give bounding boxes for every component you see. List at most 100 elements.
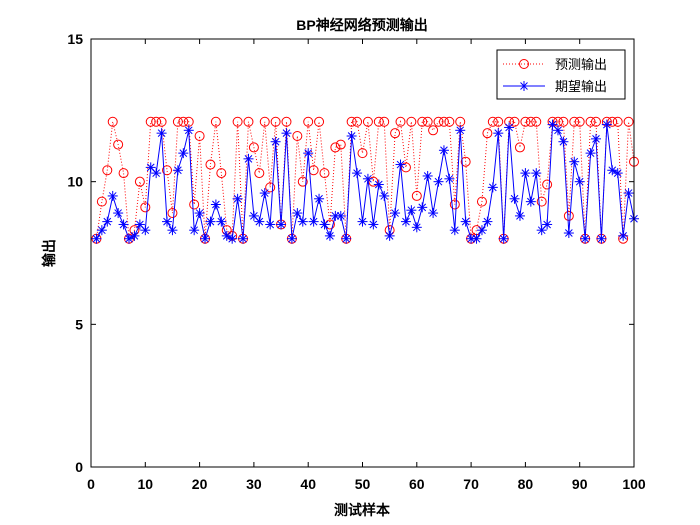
data-point-predicted: [444, 116, 455, 127]
data-point-predicted: [243, 116, 254, 127]
data-point-expected: [493, 128, 504, 139]
ticks-layer: 0 10 20 30 40 50 60 70 80 90 100 0 5 10 15: [67, 31, 645, 492]
data-point-expected: [140, 225, 151, 236]
data-point-expected: [390, 208, 401, 219]
data-point-predicted: [482, 128, 493, 139]
data-point-expected: [504, 122, 515, 133]
data-point-expected: [254, 216, 265, 227]
data-point-predicted: [417, 116, 428, 127]
data-point-predicted: [346, 116, 357, 127]
data-point-predicted: [400, 162, 411, 173]
legend-marker-expected: [519, 81, 529, 91]
data-point-expected: [341, 233, 352, 244]
data-point-expected: [482, 216, 493, 227]
data-point-expected: [194, 208, 205, 219]
data-point-expected: [292, 208, 303, 219]
data-point-expected: [444, 173, 455, 184]
data-point-expected: [238, 233, 249, 244]
data-point-predicted: [145, 116, 156, 127]
data-point-predicted: [368, 176, 379, 187]
data-point-predicted: [151, 116, 162, 127]
data-point-expected: [210, 199, 221, 210]
y-tick-label: 5: [75, 316, 83, 332]
data-point-predicted: [607, 116, 618, 127]
x-tick-label: 0: [87, 476, 95, 492]
data-point-expected: [498, 233, 509, 244]
data-point-predicted: [493, 116, 504, 127]
data-point-expected: [200, 233, 211, 244]
data-point-expected: [102, 216, 113, 227]
data-point-expected: [411, 222, 422, 233]
data-point-expected: [580, 233, 591, 244]
data-point-expected: [618, 230, 629, 241]
data-point-expected: [395, 159, 406, 170]
data-point-expected: [525, 196, 536, 207]
data-point-predicted: [357, 148, 368, 159]
data-point-expected: [151, 168, 162, 179]
data-point-expected: [422, 170, 433, 181]
data-point-expected: [352, 168, 363, 179]
data-point-expected: [281, 128, 292, 139]
data-point-predicted: [509, 116, 520, 127]
data-point-expected: [91, 233, 102, 244]
data-point-expected: [514, 210, 525, 221]
data-point-predicted: [373, 116, 384, 127]
data-point-expected: [129, 230, 140, 241]
data-point-expected: [156, 128, 167, 139]
x-tick-label: 100: [622, 476, 646, 492]
data-point-expected: [113, 208, 124, 219]
data-point-predicted: [520, 116, 531, 127]
data-point-expected: [357, 216, 368, 227]
data-point-expected: [558, 136, 569, 147]
data-point-expected: [428, 208, 439, 219]
data-point-expected: [368, 219, 379, 230]
data-point-predicted: [254, 168, 265, 179]
data-point-expected: [172, 165, 183, 176]
y-axis-label: 输出: [41, 239, 57, 267]
series-layer: [91, 116, 639, 244]
data-point-expected: [509, 193, 520, 204]
data-point-predicted: [411, 190, 422, 201]
data-point-predicted: [281, 116, 292, 127]
data-point-expected: [596, 233, 607, 244]
data-point-expected: [308, 216, 319, 227]
data-point-expected: [319, 219, 330, 230]
data-point-expected: [118, 219, 129, 230]
data-point-predicted: [585, 116, 596, 127]
data-point-predicted: [96, 196, 107, 207]
data-point-expected: [216, 216, 227, 227]
data-point-predicted: [194, 131, 205, 142]
data-point-expected: [189, 225, 200, 236]
data-point-predicted: [542, 179, 553, 190]
data-point-predicted: [172, 116, 183, 127]
data-point-predicted: [569, 116, 580, 127]
data-point-expected: [438, 145, 449, 156]
data-point-predicted: [167, 208, 178, 219]
data-point-expected: [221, 230, 232, 241]
data-point-expected: [379, 190, 390, 201]
data-point-predicted: [531, 116, 542, 127]
data-point-predicted: [335, 139, 346, 150]
data-point-expected: [276, 219, 287, 230]
legend-label-expected: 期望输出: [555, 79, 607, 94]
data-point-expected: [183, 125, 194, 136]
data-point-predicted: [330, 142, 341, 153]
data-point-predicted: [449, 199, 460, 210]
x-tick-label: 50: [355, 476, 371, 492]
data-point-expected: [362, 173, 373, 184]
data-point-expected: [205, 216, 216, 227]
data-point-predicted: [314, 116, 325, 127]
data-point-expected: [265, 219, 276, 230]
data-point-predicted: [205, 159, 216, 170]
x-tick-label: 30: [246, 476, 262, 492]
data-point-predicted: [162, 165, 173, 176]
data-point-predicted: [259, 116, 270, 127]
data-point-predicted: [428, 125, 439, 136]
y-tick-label: 15: [67, 31, 83, 47]
data-point-predicted: [248, 142, 259, 153]
x-tick-label: 10: [138, 476, 154, 492]
data-point-predicted: [406, 116, 417, 127]
data-point-expected: [124, 233, 135, 244]
data-point-predicted: [216, 168, 227, 179]
data-point-predicted: [460, 156, 471, 167]
